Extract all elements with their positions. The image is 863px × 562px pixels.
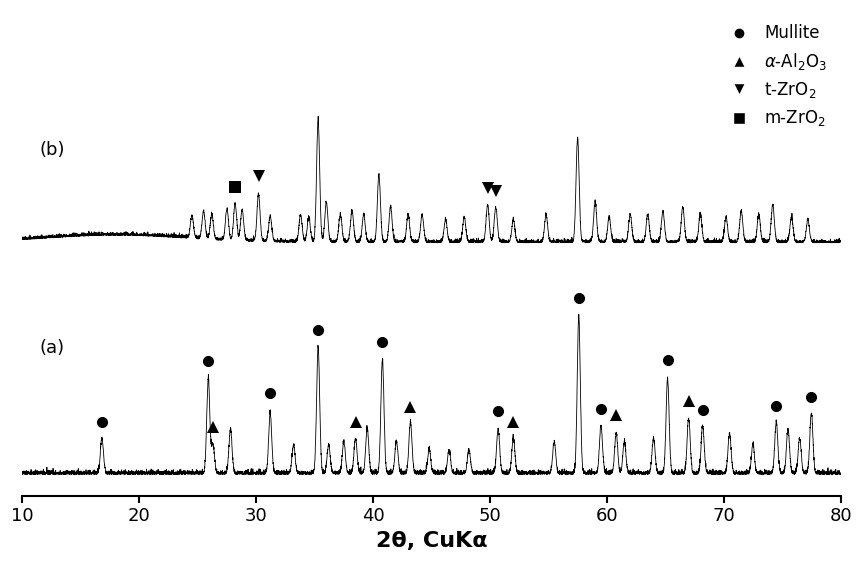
X-axis label: 2θ, CuKα: 2θ, CuKα [375, 531, 488, 551]
Text: (a): (a) [40, 339, 65, 357]
Text: (b): (b) [40, 141, 66, 159]
Legend: Mullite, $\alpha$-Al$_2$O$_3$, t-ZrO$_2$, m-ZrO$_2$: Mullite, $\alpha$-Al$_2$O$_3$, t-ZrO$_2$… [718, 20, 832, 133]
